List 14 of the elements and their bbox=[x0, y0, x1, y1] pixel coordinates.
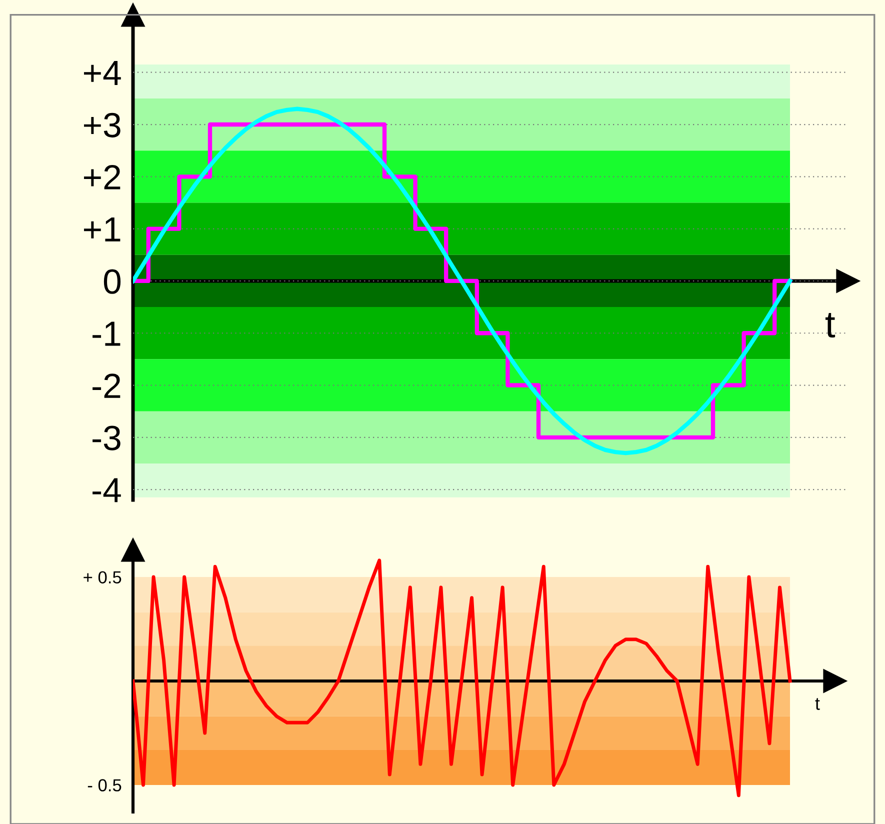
y-tick-label: -3 bbox=[92, 426, 120, 450]
line-series bbox=[133, 558, 792, 798]
y-tick-label: 0 bbox=[104, 269, 121, 294]
x-axis-title: t bbox=[815, 698, 820, 710]
y-tick-label: -1 bbox=[92, 322, 120, 346]
y-tick-label: -4 bbox=[92, 478, 121, 502]
y-tick-label: -2 bbox=[92, 374, 120, 398]
y-tick-label: +2 bbox=[84, 165, 120, 190]
y-tick-label: +3 bbox=[84, 112, 120, 138]
y-tick-label: - 0.5 bbox=[88, 779, 122, 792]
y-tick-label: +1 bbox=[84, 218, 120, 242]
y-tick-label: + 0.5 bbox=[84, 571, 122, 584]
y-tick-label: +4 bbox=[84, 61, 121, 85]
x-axis-title: t bbox=[825, 312, 836, 338]
